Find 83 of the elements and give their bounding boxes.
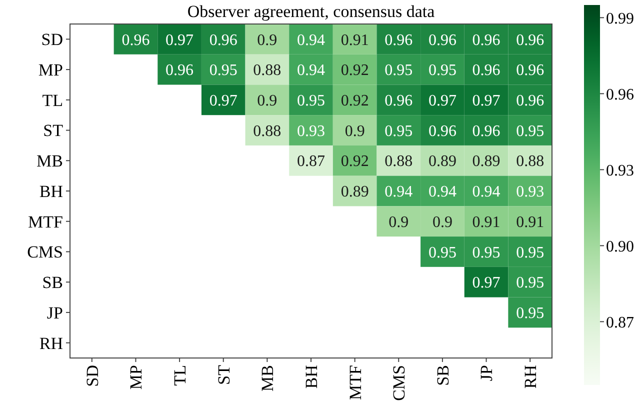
data-label: 0.88 xyxy=(253,62,282,80)
color-bar-label: 0.99 xyxy=(606,10,634,28)
x-tick-label: MB xyxy=(258,365,278,392)
data-label: 0.94 xyxy=(384,184,413,201)
data-label: 0.88 xyxy=(384,153,413,170)
color-bar-label: 0.96 xyxy=(606,86,634,104)
data-label: 0.96 xyxy=(209,32,238,49)
data-label: 0.96 xyxy=(516,32,544,49)
data-label: 0.93 xyxy=(516,184,544,201)
data-label: 0.95 xyxy=(428,62,456,80)
x-tick-label: MTF xyxy=(346,365,365,400)
data-label: 0.95 xyxy=(516,274,544,292)
data-label: 0.97 xyxy=(472,274,500,292)
y-tick-label: ST xyxy=(43,121,64,140)
data-label: 0.96 xyxy=(516,92,544,110)
data-label: 0.96 xyxy=(428,122,456,140)
data-label: 0.96 xyxy=(384,92,413,110)
data-label: 0.92 xyxy=(340,153,369,170)
data-label: 0.95 xyxy=(428,244,456,262)
data-label: 0.88 xyxy=(516,153,544,170)
chart-title: Observer agreement, consensus data xyxy=(187,2,436,21)
data-label: 0.9 xyxy=(257,32,278,49)
y-tick-label: MB xyxy=(36,152,63,171)
x-tick-label: JP xyxy=(477,365,496,382)
data-label: 0.96 xyxy=(428,32,456,49)
data-label: 0.91 xyxy=(516,214,544,231)
color-bar-label: 0.93 xyxy=(606,162,634,180)
data-label: 0.9 xyxy=(388,214,409,231)
data-label: 0.94 xyxy=(472,184,500,201)
data-label: 0.95 xyxy=(209,62,238,80)
x-tick-label: BH xyxy=(302,365,321,389)
data-label: 0.91 xyxy=(472,214,500,231)
x-tick-label: MP xyxy=(126,365,146,390)
y-tick-label: JP xyxy=(46,303,63,322)
data-label: 0.89 xyxy=(472,153,500,170)
data-label: 0.92 xyxy=(340,92,369,110)
y-tick-label: TL xyxy=(42,90,63,110)
data-label: 0.87 xyxy=(297,153,325,170)
data-label: 0.94 xyxy=(297,62,325,80)
y-tick-label: SD xyxy=(41,30,63,50)
data-label: 0.97 xyxy=(472,92,500,110)
data-label: 0.97 xyxy=(209,92,238,110)
y-tick-label: MTF xyxy=(28,212,63,232)
data-label: 0.89 xyxy=(340,184,369,201)
x-tick-label: RH xyxy=(521,365,540,389)
x-tick-label: ST xyxy=(214,364,234,385)
data-label: 0.91 xyxy=(340,32,369,49)
data-label: 0.95 xyxy=(384,62,413,80)
x-tick-label: SD xyxy=(82,365,102,387)
data-label: 0.96 xyxy=(122,32,150,49)
data-label: 0.95 xyxy=(297,92,325,110)
data-label: 0.97 xyxy=(166,32,194,49)
data-label: 0.95 xyxy=(384,122,413,140)
data-label: 0.94 xyxy=(428,184,456,201)
color-bar-label: 0.87 xyxy=(606,314,634,332)
data-label: 0.96 xyxy=(166,62,194,80)
x-tick-label: CMS xyxy=(390,365,409,401)
y-tick-label: RH xyxy=(39,334,63,353)
y-tick-label: BH xyxy=(39,182,63,201)
data-label: 0.96 xyxy=(472,62,500,80)
data-label: 0.95 xyxy=(516,244,544,262)
y-tick-label: MP xyxy=(38,60,63,80)
data-label: 0.89 xyxy=(428,153,456,170)
data-label: 0.96 xyxy=(472,32,500,49)
y-tick-label: SB xyxy=(42,273,63,292)
data-label: 0.96 xyxy=(384,32,413,49)
y-tick-label: CMS xyxy=(27,242,63,262)
data-label: 0.96 xyxy=(472,122,500,140)
data-label: 0.92 xyxy=(340,62,369,80)
color-bar-label: 0.90 xyxy=(606,238,634,256)
data-label: 0.95 xyxy=(516,305,544,322)
data-label: 0.9 xyxy=(432,214,452,231)
x-tick-label: SB xyxy=(433,365,452,386)
data-label: 0.88 xyxy=(253,122,282,140)
data-label: 0.96 xyxy=(516,62,544,80)
data-label: 0.95 xyxy=(516,122,544,140)
data-label: 0.94 xyxy=(297,32,325,49)
data-label: 0.9 xyxy=(344,122,365,140)
data-label: 0.9 xyxy=(257,92,278,110)
x-tick-label: TL xyxy=(170,365,190,386)
data-label: 0.93 xyxy=(297,122,325,140)
data-label: 0.97 xyxy=(428,92,456,110)
data-label: 0.95 xyxy=(472,244,500,262)
